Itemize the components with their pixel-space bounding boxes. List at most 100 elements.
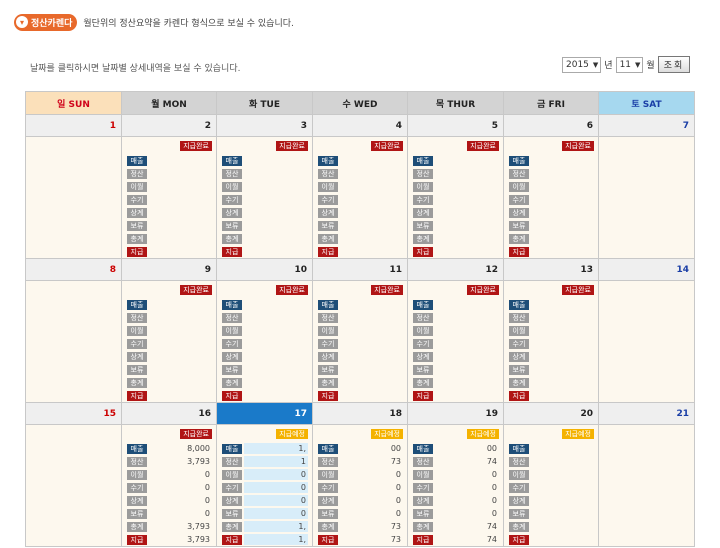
summary-value: 0 (204, 483, 210, 492)
summary-value: 74 (486, 522, 497, 531)
day-cell[interactable]: 지급예정 매출 00 정산 73 이월 0 수기 0 상계 0 보류 0 총계 73 지급 73 (312, 424, 408, 547)
summary-line: 보류 (318, 219, 403, 232)
day-cell[interactable]: 지급완료 매출 정산 이월 수기 상계 보류 총계 지급 (216, 136, 313, 259)
day-cell[interactable]: 지급완료 매출 정산 이월 수기 상계 보류 총계 지급 (121, 280, 217, 403)
summary-label: 수기 (318, 194, 338, 205)
date-number[interactable]: 13 (503, 258, 599, 281)
date-number[interactable]: 7 (598, 114, 695, 137)
day-cell[interactable] (25, 424, 122, 547)
summary-label: 수기 (509, 482, 529, 493)
summary-line: 정산 73 (318, 455, 403, 468)
day-cell[interactable] (598, 280, 695, 403)
status-badge: 지급예정 (371, 429, 403, 439)
summary-label: 수기 (413, 194, 433, 205)
summary-label: 매출 (127, 443, 147, 454)
summary-label: 지급 (509, 534, 529, 545)
day-cell[interactable] (25, 280, 122, 403)
summary-line: 보류 (413, 219, 499, 232)
date-number[interactable]: 9 (121, 258, 217, 281)
day-cell[interactable] (25, 136, 122, 259)
summary-label: 정산 (127, 312, 147, 323)
summary-label: 총계 (318, 377, 338, 388)
month-select[interactable]: 11 ▼ (615, 56, 644, 73)
date-number[interactable]: 8 (25, 258, 122, 281)
date-number[interactable]: 15 (25, 402, 122, 425)
date-number[interactable]: 1 (25, 114, 122, 137)
summary-label: 총계 (413, 521, 433, 532)
summary-line: 총계 (127, 376, 212, 389)
day-cell[interactable]: 지급완료 매출 정산 이월 수기 상계 보류 총계 지급 (503, 136, 599, 259)
year-value: 2015 (566, 59, 589, 70)
summary-label: 정산 (413, 456, 433, 467)
summary-line: 지급 (509, 245, 594, 258)
summary-line: 수기 (127, 337, 212, 350)
date-number[interactable]: 3 (216, 114, 313, 137)
summary-label: 매출 (413, 443, 433, 454)
summary-value: 0 (395, 496, 401, 505)
summary-line: 총계 (509, 520, 594, 533)
day-cell[interactable]: 지급완료 매출 8,000 정산 3,793 이월 0 수기 0 상계 0 보류 0 총계 3,793 지급 3… (121, 424, 217, 547)
status-badge: 지급완료 (276, 141, 308, 151)
date-number[interactable]: 6 (503, 114, 599, 137)
date-number[interactable]: 17 (216, 402, 313, 425)
date-number[interactable]: 21 (598, 402, 695, 425)
summary-line: 지급 (413, 389, 499, 402)
summary-label: 보류 (222, 220, 242, 231)
summary-line: 이월 (222, 324, 308, 337)
summary-label: 정산 (318, 312, 338, 323)
summary-label: 지급 (222, 390, 242, 401)
summary-label: 정산 (413, 168, 433, 179)
day-cell[interactable]: 지급완료 매출 정산 이월 수기 상계 보류 총계 지급 (503, 280, 599, 403)
status-badge: 지급완료 (371, 141, 403, 151)
summary-label: 매출 (509, 299, 529, 310)
summary-label: 정산 (127, 456, 147, 467)
summary-line: 보류 (509, 507, 594, 520)
summary-line: 상계 (318, 206, 403, 219)
day-cell[interactable]: 지급완료 매출 정산 이월 수기 상계 보류 총계 지급 (407, 136, 504, 259)
summary-line: 정산 (413, 311, 499, 324)
summary-label: 지급 (222, 534, 242, 545)
summary-label: 지급 (222, 246, 242, 257)
day-cell[interactable]: 지급예정 매출 00 정산 74 이월 0 수기 0 상계 0 보류 0 총계 74 지급 74 (407, 424, 504, 547)
year-select[interactable]: 2015 ▼ (562, 56, 602, 73)
summary-line: 지급 3,793 (127, 533, 212, 546)
summary-label: 수기 (509, 194, 529, 205)
day-cell[interactable]: 지급완료 매출 정산 이월 수기 상계 보류 총계 지급 (407, 280, 504, 403)
day-cell[interactable]: 지급완료 매출 정산 이월 수기 상계 보류 총계 지급 (312, 136, 408, 259)
day-cell[interactable]: 지급완료 매출 정산 이월 수기 상계 보류 총계 지급 (312, 280, 408, 403)
summary-line: 상계 (318, 350, 403, 363)
search-button[interactable]: 조회 (657, 56, 691, 73)
date-number[interactable]: 19 (407, 402, 504, 425)
day-cell[interactable]: 지급예정 매출 정산 이월 수기 상계 보류 총계 지급 (503, 424, 599, 547)
date-number[interactable]: 16 (121, 402, 217, 425)
date-number[interactable]: 4 (312, 114, 408, 137)
date-number[interactable]: 14 (598, 258, 695, 281)
date-number[interactable]: 11 (312, 258, 408, 281)
date-number[interactable]: 2 (121, 114, 217, 137)
summary-label: 정산 (318, 168, 338, 179)
summary-label: 이월 (509, 181, 529, 192)
date-number[interactable]: 20 (503, 402, 599, 425)
date-number[interactable]: 5 (407, 114, 504, 137)
summary-label: 지급 (318, 534, 338, 545)
day-cell[interactable]: 지급완료 매출 정산 이월 수기 상계 보류 총계 지급 (216, 280, 313, 403)
day-cell[interactable] (598, 424, 695, 547)
summary-line: 보류 (318, 363, 403, 376)
summary-line: 상계 0 (127, 494, 212, 507)
summary-label: 수기 (127, 194, 147, 205)
summary-line: 상계 (509, 206, 594, 219)
summary-line: 매출 (318, 298, 403, 311)
summary-line: 총계 (318, 232, 403, 245)
summary-line: 상계 (127, 206, 212, 219)
date-number[interactable]: 18 (312, 402, 408, 425)
day-cell[interactable]: 지급예정 매출 1, 정산 1 이월 0 수기 0 상계 0 보류 0 총계 1, 지급 1, (216, 424, 313, 547)
day-cell[interactable]: 지급완료 매출 정산 이월 수기 상계 보류 총계 지급 (121, 136, 217, 259)
day-cell[interactable] (598, 136, 695, 259)
summary-label: 지급 (318, 246, 338, 257)
summary-line: 상계 (222, 350, 308, 363)
summary-label: 총계 (127, 233, 147, 244)
date-number[interactable]: 12 (407, 258, 504, 281)
summary-label: 수기 (413, 482, 433, 493)
date-number[interactable]: 10 (216, 258, 313, 281)
weekday-header-row: 일 SUN 월 MON 화 TUE 수 WED 목 THUR 금 FRI 토 S… (25, 91, 695, 115)
